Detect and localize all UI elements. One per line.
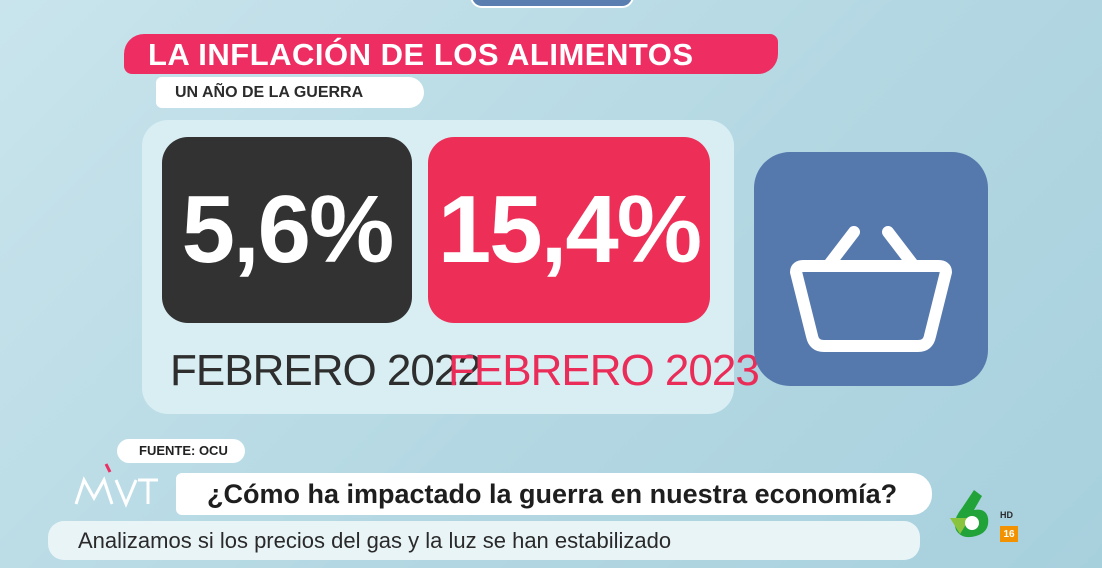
graphic-subtitle: UN AÑO DE LA GUERRA [175, 84, 364, 101]
hd-label: HD [1000, 510, 1013, 520]
stat-value-2023: 15,4% [428, 137, 710, 323]
subtitle-banner [156, 77, 424, 108]
subheadline-text: Analizamos si los precios del gas y la l… [78, 528, 672, 553]
stat-value-2022: 5,6% [162, 137, 412, 323]
source-text: FUENTE: OCU [139, 443, 228, 458]
graphic-title: LA INFLACIÓN DE LOS ALIMENTOS [148, 37, 694, 72]
source-badge [117, 439, 245, 463]
shopping-basket-icon [790, 226, 952, 352]
title-banner [124, 34, 778, 74]
basket-card [754, 152, 988, 386]
stat-label-2023: FEBRERO 2023 [448, 346, 760, 395]
subheadline-bar [48, 521, 920, 560]
headline-text: ¿Cómo ha impactado la guerra en nuestra … [207, 479, 898, 509]
lasexta-logo [950, 490, 989, 538]
headline-bar [176, 473, 932, 515]
age-rating-badge: 16 [1000, 526, 1018, 542]
mvt-logo [74, 463, 158, 508]
stat-label-2022: FEBRERO 2022 [170, 346, 482, 395]
top-tab-decoration [470, 0, 634, 8]
